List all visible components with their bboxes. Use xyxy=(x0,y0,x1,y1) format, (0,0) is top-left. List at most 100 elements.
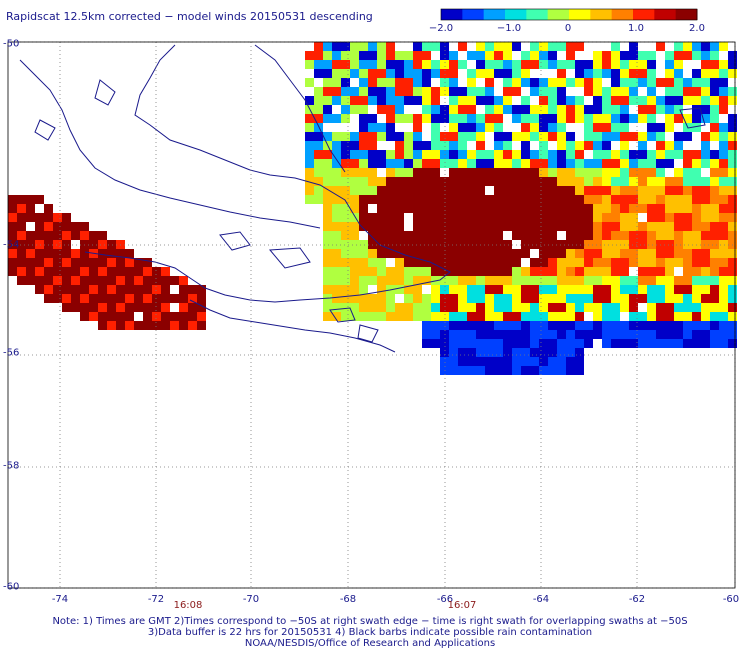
wind-cell xyxy=(116,285,125,294)
wind-cell xyxy=(35,213,44,222)
wind-cell xyxy=(557,177,566,186)
wind-cell xyxy=(512,105,521,114)
wind-cell xyxy=(458,195,467,204)
wind-cell xyxy=(557,357,566,366)
wind-cell xyxy=(395,312,404,321)
wind-cell xyxy=(98,321,107,330)
wind-cell xyxy=(368,87,377,96)
wind-cell xyxy=(602,213,611,222)
wind-cell xyxy=(539,231,548,240)
wind-cell xyxy=(458,348,467,357)
lat-label: -50 xyxy=(3,38,20,50)
wind-cell xyxy=(449,51,458,60)
wind-cell xyxy=(557,321,566,330)
wind-cell xyxy=(485,249,494,258)
wind-cell xyxy=(611,249,620,258)
wind-cell xyxy=(431,141,440,150)
wind-cell xyxy=(395,87,404,96)
wind-cell xyxy=(557,150,566,159)
wind-cell xyxy=(449,213,458,222)
wind-cell xyxy=(575,96,584,105)
wind-cell xyxy=(440,51,449,60)
wind-cell xyxy=(683,78,692,87)
wind-cell xyxy=(503,159,512,168)
wind-cell xyxy=(458,249,467,258)
wind-cell xyxy=(638,186,647,195)
wind-cell xyxy=(710,222,719,231)
colorbar-segment xyxy=(547,9,570,20)
wind-cell xyxy=(620,195,629,204)
wind-cell xyxy=(566,150,575,159)
wind-cell xyxy=(521,249,530,258)
wind-cell xyxy=(710,96,719,105)
wind-cell xyxy=(80,303,89,312)
wind-cell xyxy=(476,168,485,177)
wind-cell xyxy=(692,312,701,321)
wind-cell xyxy=(35,285,44,294)
wind-cell xyxy=(692,285,701,294)
wind-cell xyxy=(503,249,512,258)
wind-cell xyxy=(593,60,602,69)
wind-cell xyxy=(584,294,593,303)
wind-cell xyxy=(413,42,422,51)
wind-cell xyxy=(656,96,665,105)
wind-cell xyxy=(638,339,647,348)
wind-cell xyxy=(557,222,566,231)
wind-cell xyxy=(503,132,512,141)
coastline xyxy=(19,59,321,229)
wind-cell xyxy=(566,114,575,123)
wind-cell xyxy=(71,231,80,240)
wind-cell xyxy=(143,294,152,303)
wind-cell xyxy=(584,258,593,267)
wind-cell xyxy=(377,240,386,249)
wind-cell xyxy=(548,168,557,177)
wind-cell xyxy=(71,222,80,231)
wind-cell xyxy=(602,303,611,312)
wind-cell xyxy=(638,204,647,213)
wind-cell xyxy=(539,330,548,339)
wind-cell xyxy=(539,123,548,132)
wind-cell xyxy=(629,204,638,213)
wind-cell xyxy=(377,303,386,312)
wind-cell xyxy=(341,186,350,195)
wind-cell xyxy=(395,204,404,213)
wind-cell xyxy=(602,96,611,105)
wind-cell xyxy=(647,105,656,114)
wind-cell xyxy=(476,285,485,294)
wind-cell xyxy=(620,150,629,159)
wind-cell xyxy=(440,213,449,222)
wind-cell xyxy=(566,267,575,276)
wind-cell xyxy=(557,258,566,267)
wind-cell xyxy=(620,213,629,222)
wind-cell xyxy=(8,249,17,258)
wind-cell xyxy=(395,60,404,69)
wind-cell xyxy=(548,348,557,357)
wind-cell xyxy=(350,249,359,258)
wind-cell xyxy=(557,195,566,204)
wind-cell xyxy=(431,294,440,303)
wind-cell xyxy=(575,150,584,159)
wind-cell xyxy=(125,294,134,303)
wind-cell xyxy=(602,321,611,330)
wind-cell xyxy=(89,231,98,240)
wind-cell xyxy=(107,321,116,330)
wind-cell xyxy=(683,114,692,123)
wind-cell xyxy=(728,258,737,267)
wind-cell xyxy=(602,339,611,348)
wind-cell xyxy=(467,159,476,168)
wind-cell xyxy=(323,132,332,141)
wind-cell xyxy=(503,258,512,267)
wind-cell xyxy=(584,69,593,78)
wind-cell xyxy=(557,78,566,87)
wind-cell xyxy=(125,267,134,276)
wind-cell xyxy=(674,186,683,195)
wind-cell xyxy=(449,231,458,240)
wind-cell xyxy=(323,258,332,267)
wind-cell xyxy=(314,87,323,96)
wind-cell xyxy=(377,195,386,204)
wind-cell xyxy=(611,123,620,132)
wind-cell xyxy=(413,159,422,168)
wind-cell xyxy=(440,204,449,213)
wind-cell xyxy=(170,276,179,285)
wind-cell xyxy=(458,186,467,195)
